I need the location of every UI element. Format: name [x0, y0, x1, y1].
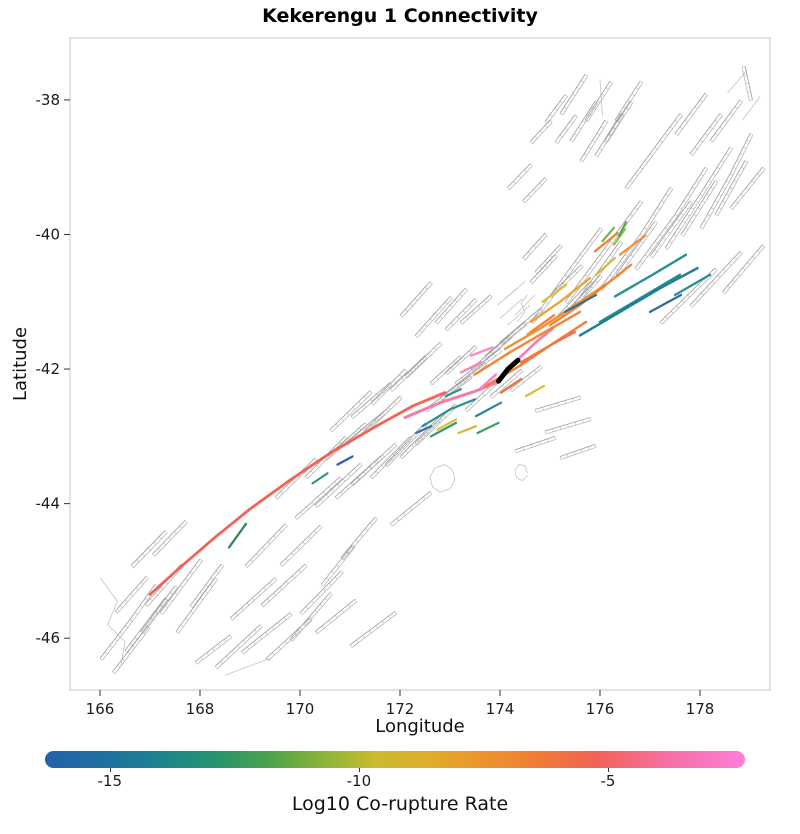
fault-trace — [473, 310, 582, 376]
x-tick-label: 176 — [586, 700, 615, 718]
colorbar-label: Log10 Co-rupture Rate — [291, 793, 509, 815]
colorbar-tick-mark — [358, 768, 360, 772]
x-tick-label: 168 — [186, 700, 215, 718]
fault-trace — [444, 388, 463, 398]
background-fault-offsets — [102, 66, 766, 675]
fault-trace — [529, 314, 556, 334]
highlight-fault — [496, 357, 521, 384]
fault-trace — [541, 283, 568, 303]
colorbar-tick-label: -15 — [97, 772, 123, 790]
y-axis-label: Latitude — [10, 326, 31, 402]
chart-title: Kekerengu 1 Connectivity — [262, 5, 538, 27]
fault-trace — [613, 253, 688, 298]
fault-trace — [517, 327, 554, 360]
fault-trace — [499, 377, 523, 394]
fault-trace — [476, 421, 500, 435]
colorbar-tick-label: -10 — [346, 772, 372, 790]
fault-trace — [148, 391, 447, 596]
fault-trace — [479, 373, 498, 390]
plot-frame — [69, 37, 771, 691]
fault-trace — [578, 266, 699, 337]
fault-trace — [673, 273, 712, 297]
colorbar-tick-mark — [607, 768, 609, 772]
colorbar-tick-label: -5 — [600, 772, 616, 790]
x-tick-label: 174 — [486, 700, 515, 718]
fault-trace — [648, 293, 683, 314]
fault-trace — [612, 227, 627, 246]
colorbar-tick-mark — [109, 768, 111, 772]
fault-trace — [617, 221, 628, 237]
y-tick-label: -38 — [36, 91, 61, 109]
fault-trace — [457, 425, 478, 435]
fault-trace — [421, 398, 477, 428]
y-tick-label: -44 — [36, 495, 61, 513]
y-tick-label: -42 — [36, 360, 61, 378]
background-fault-ticks — [99, 65, 766, 675]
fault-trace — [598, 273, 682, 324]
background-fault-thin — [99, 69, 761, 676]
fault-trace — [336, 455, 354, 466]
map-plot: 166 168 170 172 174 176 178 -38 -40 -42 -44 -46 — [36, 37, 771, 718]
fault-trace — [618, 234, 647, 256]
fault-trace — [524, 384, 546, 398]
fault-trace — [429, 421, 458, 438]
fault-trace — [227, 522, 248, 549]
fault-trace — [548, 263, 633, 327]
axes: 166 168 170 172 174 176 178 -38 -40 -42 -44 -46 — [36, 91, 715, 718]
background-fault-lines — [99, 66, 763, 673]
y-tick-label: -46 — [36, 629, 61, 647]
fault-trace — [529, 277, 592, 324]
fault-trace — [594, 256, 617, 276]
x-tick-label: 172 — [386, 700, 415, 718]
x-tick-label: 166 — [86, 700, 115, 718]
x-tick-label: 170 — [286, 700, 315, 718]
fault-trace — [311, 472, 329, 485]
fault-trace — [436, 418, 458, 431]
fault-trace — [503, 283, 607, 351]
x-tick-label: 178 — [686, 700, 715, 718]
corupture-traces — [148, 221, 712, 596]
fault-trace — [459, 361, 483, 374]
fault-trace — [414, 425, 433, 435]
background-faults — [99, 65, 766, 676]
fault-trace — [563, 293, 598, 314]
fault-trace — [593, 231, 619, 253]
x-axis-label: Longitude — [375, 716, 465, 737]
fault-trace — [601, 226, 616, 243]
fault-trace — [474, 401, 503, 418]
fault-trace — [469, 346, 494, 357]
y-tick-label: -40 — [36, 225, 61, 243]
colorbar-gradient — [45, 751, 745, 768]
